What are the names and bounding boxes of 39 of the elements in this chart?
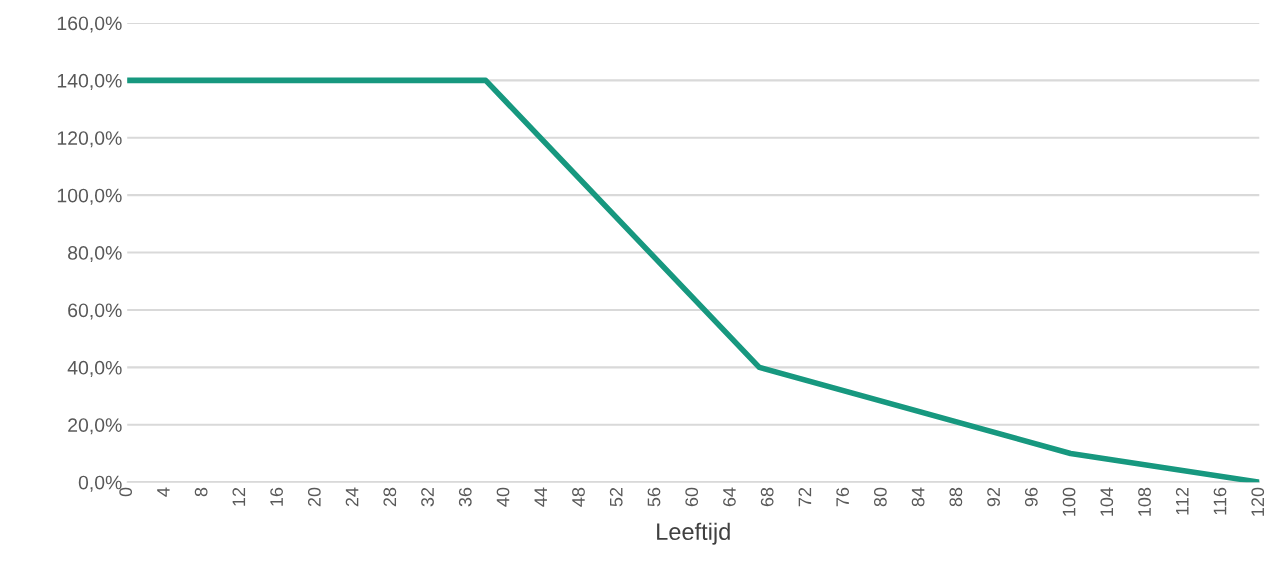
- x-tick-label: 92: [987, 487, 1000, 507]
- y-tick-label: 40,0%: [67, 360, 122, 377]
- x-tick-label: 80: [873, 487, 887, 507]
- x-tick-label: 48: [572, 487, 585, 507]
- x-tick-label: 16: [270, 487, 283, 506]
- x-tick-label: 120: [1251, 487, 1265, 516]
- x-tick-label: 116: [1213, 487, 1227, 515]
- x-tick-label: 112: [1175, 487, 1189, 515]
- x-tick-label: 72: [798, 487, 812, 507]
- x-tick-label: 64: [723, 487, 736, 507]
- y-tick-label: 80,0%: [68, 246, 122, 263]
- x-tick-label: 104: [1100, 487, 1114, 516]
- x-tick-label: 4: [157, 487, 170, 497]
- x-tick-label: 28: [383, 487, 397, 507]
- x-tick-label: 8: [194, 487, 208, 497]
- x-tick-label: 76: [836, 487, 850, 507]
- x-tick-label: 20: [307, 487, 321, 507]
- x-tick-label: 100: [1062, 487, 1076, 516]
- x-tick-label: 96: [1024, 487, 1038, 507]
- x-tick-label: 52: [609, 487, 623, 507]
- x-tick-label: 12: [232, 487, 246, 506]
- x-tick-label: 60: [685, 487, 699, 507]
- y-tick-label: 20,0%: [68, 418, 122, 435]
- x-tick-label: 32: [421, 487, 434, 507]
- x-axis-title: Leeftijd: [657, 522, 730, 545]
- x-tick-label: 56: [647, 487, 661, 507]
- x-tick-label: 108: [1138, 487, 1151, 516]
- y-tick-label: 100,0%: [57, 188, 122, 205]
- x-tick-label: 68: [760, 487, 774, 507]
- x-tick-label: 36: [458, 487, 472, 507]
- x-tick-label: 24: [345, 487, 359, 507]
- x-tick-label: 88: [949, 487, 963, 507]
- y-tick-label: 140,0%: [57, 73, 122, 90]
- x-tick-label: 44: [534, 487, 547, 507]
- x-tick-label: 84: [911, 487, 925, 507]
- y-tick-label: 160,0%: [57, 16, 122, 33]
- y-tick-label: 60,0%: [68, 303, 122, 320]
- y-tick-label: 120,0%: [57, 131, 122, 148]
- x-tick-label: 40: [496, 487, 510, 507]
